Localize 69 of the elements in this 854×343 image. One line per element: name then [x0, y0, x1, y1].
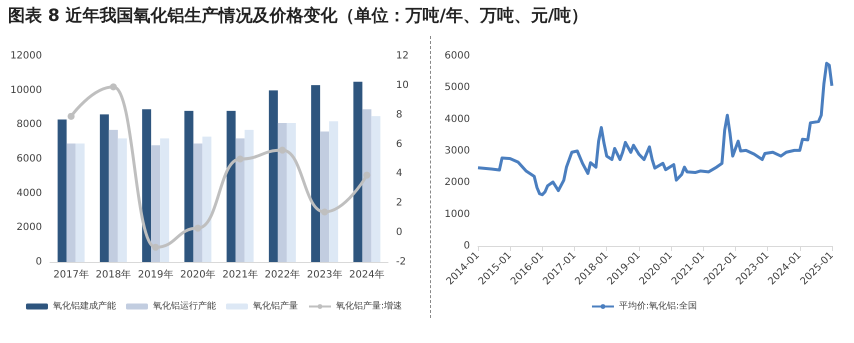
- legend-label: 氧化铝运行产能: [152, 300, 216, 312]
- point: [236, 156, 244, 162]
- bar: [236, 138, 245, 262]
- legend-label: 氧化铝产量: [252, 300, 298, 312]
- y-tick-label: 1000: [444, 208, 470, 220]
- bar: [286, 122, 296, 262]
- point: [321, 208, 328, 216]
- y-tick-label: 4000: [16, 188, 42, 199]
- y2-tick-label: -2: [396, 256, 406, 268]
- y2-tick-label: 4: [396, 168, 402, 180]
- line-series: [476, 62, 834, 196]
- y-tick-label: 2000: [16, 222, 42, 234]
- bar: [244, 130, 254, 262]
- bar: [108, 130, 118, 262]
- y2-tick-label: 12: [396, 50, 409, 62]
- x-tick-label: 2024年: [349, 268, 385, 280]
- bar: [202, 136, 212, 262]
- bar: [193, 144, 202, 262]
- y2-tick-label: 0: [396, 227, 402, 238]
- chart-title: 图表 8 近年我国氧化铝生产情况及价格变化（单位：万吨/年、万吨、元/吨）: [8, 5, 588, 27]
- point: [110, 83, 117, 90]
- point: [194, 224, 202, 232]
- x-tick-label: 2020年: [180, 268, 216, 280]
- y-tick-label: 8000: [16, 119, 42, 130]
- bar: [278, 122, 287, 262]
- y2-tick-label: 2: [396, 198, 402, 209]
- y-tick-label: 3000: [444, 146, 470, 156]
- bar: [58, 120, 67, 262]
- y-tick-label: 0: [464, 240, 470, 252]
- bar: [226, 110, 236, 262]
- y2-tick-label: 10: [396, 80, 409, 91]
- bar: [371, 116, 380, 262]
- y-tick-label: 6000: [16, 154, 42, 164]
- y-tick-label: 0: [36, 256, 42, 268]
- x-tick-label: 2023年: [306, 268, 342, 280]
- y-tick-label: 12000: [10, 50, 42, 62]
- bar: [353, 82, 362, 262]
- x-tick-label: 2022年: [264, 268, 300, 280]
- y-tick-label: 5000: [444, 82, 470, 94]
- legend-label: 平均价:氧化铝:全国: [618, 300, 698, 312]
- bar: [118, 138, 127, 262]
- bar: [311, 85, 320, 262]
- x-tick-label: 2021年: [222, 268, 258, 280]
- legend-label: 氧化铝建成产能: [52, 300, 116, 312]
- bar: [329, 121, 338, 262]
- bar: [320, 132, 330, 262]
- point: [363, 172, 370, 179]
- y-tick-label: 2000: [444, 177, 470, 188]
- x-tick-label: 2019年: [138, 268, 174, 280]
- x-tick-label: 2018年: [96, 268, 132, 280]
- bar: [76, 144, 85, 262]
- bar: [160, 138, 170, 262]
- y-tick-label: 10000: [10, 84, 42, 96]
- bar: [100, 114, 109, 262]
- y-tick-label: 6000: [444, 50, 470, 62]
- bar: [268, 90, 278, 262]
- y2-tick-label: 8: [396, 109, 402, 120]
- bar: [142, 109, 152, 262]
- point: [68, 112, 75, 120]
- y2-tick-label: 6: [396, 138, 402, 150]
- legend-label: 氧化铝产量:增速: [336, 300, 402, 312]
- x-tick-label: 2017年: [53, 268, 89, 280]
- bar: [362, 109, 372, 262]
- point: [152, 244, 160, 251]
- bar: [66, 144, 76, 262]
- point: [278, 146, 286, 154]
- y-tick-label: 4000: [444, 114, 470, 125]
- bar: [151, 145, 160, 262]
- bar: [184, 110, 194, 262]
